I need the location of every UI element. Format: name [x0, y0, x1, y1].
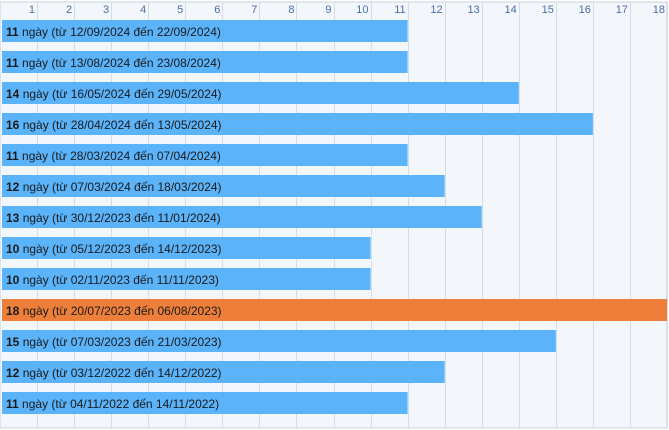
bar-row: 11 ngày (từ 28/03/2024 đến 07/04/2024): [2, 144, 408, 166]
bar-row: 10 ngày (từ 02/11/2023 đến 11/11/2023): [2, 268, 371, 290]
bar-label: 13 ngày (từ 30/12/2023 đến 11/01/2024): [6, 211, 221, 225]
bar-label: 11 ngày (từ 28/03/2024 đến 07/04/2024): [6, 149, 221, 163]
bar-label: 15 ngày (từ 07/03/2023 đến 21/03/2023): [6, 335, 222, 349]
x-tick-label: 17: [616, 4, 628, 16]
bar-row: 11 ngày (từ 04/11/2022 đến 14/11/2022): [2, 392, 408, 414]
x-tick-label: 18: [653, 4, 665, 16]
x-tick-label: 3: [103, 4, 109, 16]
x-tick-label: 14: [505, 4, 517, 16]
x-tick-label: 15: [542, 4, 554, 16]
bar: [2, 206, 482, 228]
x-axis-ticks: 1 2 3 4 5 6 7 8 9 10 11 12 13 14 15 16 17 18: [29, 4, 665, 16]
bar-row: 11 ngày (từ 13/08/2024 đến 23/08/2024): [2, 51, 408, 73]
bar: [2, 237, 371, 259]
bar-label: 10 ngày (từ 05/12/2023 đến 14/12/2023): [6, 242, 222, 256]
bar-label: 16 ngày (từ 28/04/2024 đến 13/05/2024): [6, 118, 222, 132]
bar-row: 12 ngày (từ 03/12/2022 đến 14/12/2022): [2, 361, 445, 383]
bar-label: 11 ngày (từ 12/09/2024 đến 22/09/2024): [6, 25, 221, 39]
x-tick-label: 7: [251, 4, 257, 16]
bar: [2, 51, 408, 73]
bar: [2, 82, 519, 104]
bar: [2, 20, 408, 42]
bar: [2, 392, 408, 414]
x-tick-label: 2: [66, 4, 72, 16]
x-tick-label: 12: [430, 4, 442, 16]
bar-label: 11 ngày (từ 13/08/2024 đến 23/08/2024): [6, 56, 221, 70]
bar-highlight: [2, 299, 667, 321]
bar-label: 11 ngày (từ 04/11/2022 đến 14/11/2022): [6, 397, 219, 411]
x-tick-label: 6: [214, 4, 220, 16]
x-tick-label: 13: [467, 4, 479, 16]
x-tick-label: 4: [140, 4, 146, 16]
bar-label: 18 ngày (từ 20/07/2023 đến 06/08/2023): [6, 304, 222, 318]
x-tick-label: 11: [394, 4, 405, 16]
bar-row: 13 ngày (từ 30/12/2023 đến 11/01/2024): [2, 206, 482, 228]
bar-row: 15 ngày (từ 07/03/2023 đến 21/03/2023): [2, 330, 556, 352]
bar-label: 14 ngày (từ 16/05/2024 đến 29/05/2024): [6, 87, 222, 101]
x-tick-label: 10: [356, 4, 368, 16]
bar: [2, 268, 371, 290]
bar: [2, 175, 445, 197]
bar-label: 12 ngày (từ 03/12/2022 đến 14/12/2022): [6, 366, 222, 380]
bar-row: 11 ngày (từ 12/09/2024 đến 22/09/2024): [2, 20, 408, 42]
bar-row: 10 ngày (từ 05/12/2023 đến 14/12/2023): [2, 237, 371, 259]
bar-row: 16 ngày (từ 28/04/2024 đến 13/05/2024): [2, 113, 593, 135]
bar-row: 18 ngày (từ 20/07/2023 đến 06/08/2023): [2, 299, 667, 321]
bar: [2, 144, 408, 166]
bar: [2, 330, 556, 352]
bar: [2, 113, 593, 135]
bar: [2, 361, 445, 383]
chart-bars: 11 ngày (từ 12/09/2024 đến 22/09/2024) 11…: [2, 20, 667, 414]
bar-label: 10 ngày (từ 02/11/2023 đến 11/11/2023): [6, 273, 219, 287]
bar-row: 12 ngày (từ 07/03/2024 đến 18/03/2024): [2, 175, 445, 197]
x-tick-label: 9: [325, 4, 331, 16]
x-tick-label: 5: [177, 4, 183, 16]
bar-row: 14 ngày (từ 16/05/2024 đến 29/05/2024): [2, 82, 519, 104]
x-tick-label: 16: [579, 4, 591, 16]
x-tick-label: 1: [29, 4, 35, 16]
bar-label: 12 ngày (từ 07/03/2024 đến 18/03/2024): [6, 180, 222, 194]
x-tick-label: 8: [288, 4, 294, 16]
